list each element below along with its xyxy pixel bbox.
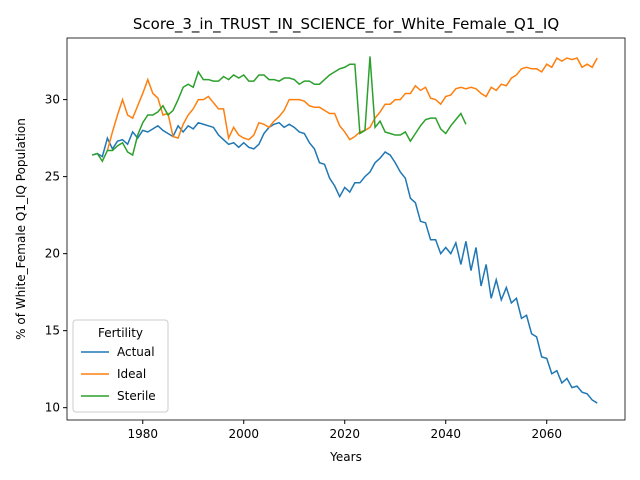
plot-frame: [66, 37, 626, 421]
y-tick-label: 25: [45, 170, 60, 184]
legend: Fertility Actual Ideal Sterile: [72, 319, 169, 413]
line-series: [92, 56, 467, 163]
legend-title: Fertility: [98, 326, 143, 340]
y-axis-label: % of White_Female Q1_IQ Population: [14, 118, 28, 340]
x-tick-label: 2060: [531, 427, 562, 441]
chart-title: Score_3_in_TRUST_IN_SCIENCE_for_White_Fe…: [133, 15, 559, 34]
y-tick-label: 20: [45, 247, 60, 261]
line-series: [92, 121, 598, 404]
x-tick-label: 2040: [430, 427, 461, 441]
y-tick-label: 10: [45, 401, 60, 415]
x-tick-label: 2000: [228, 427, 259, 441]
legend-label: Ideal: [117, 367, 146, 381]
y-tick-label: 30: [45, 93, 60, 107]
line-series: [106, 56, 598, 151]
x-tick-label: 1980: [127, 427, 158, 441]
x-tick-label: 2020: [329, 427, 360, 441]
legend-label: Sterile: [117, 389, 156, 403]
legend-box: [72, 319, 169, 413]
x-axis-label: Years: [329, 450, 362, 464]
y-tick-label: 15: [45, 324, 60, 338]
legend-label: Actual: [117, 345, 155, 359]
